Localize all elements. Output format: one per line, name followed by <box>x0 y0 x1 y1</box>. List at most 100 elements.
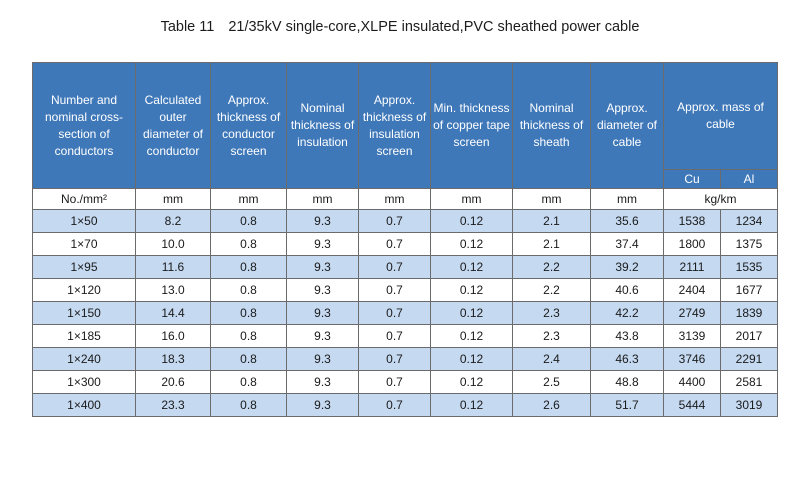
table-cell: 2.1 <box>512 209 591 233</box>
table-cell: 11.6 <box>135 255 211 279</box>
table-cell: 9.3 <box>286 209 359 233</box>
table-cell: 10.0 <box>135 232 211 256</box>
unit-cell: mm <box>512 188 591 210</box>
table-cell: 0.12 <box>430 209 513 233</box>
unit-cell: mm <box>210 188 287 210</box>
table-cell: 0.12 <box>430 324 513 348</box>
header-insulation-screen: Approx. thickness of insulation screen <box>358 62 431 189</box>
table-cell: 37.4 <box>590 232 664 256</box>
header-cross-section: Number and nominal cross-section of cond… <box>32 62 136 189</box>
header-mass-cu: Cu <box>663 169 721 189</box>
table-cell: 1×120 <box>32 278 136 302</box>
table-cell: 46.3 <box>590 347 664 371</box>
table-cell: 42.2 <box>590 301 664 325</box>
table-cell: 1×70 <box>32 232 136 256</box>
table-cell: 0.7 <box>358 232 431 256</box>
table-cell: 2581 <box>719 370 779 394</box>
table-cell: 5444 <box>663 393 721 417</box>
table-cell: 0.7 <box>358 370 431 394</box>
table-cell: 1×95 <box>32 255 136 279</box>
table-cell: 2.2 <box>512 255 591 279</box>
table-cell: 9.3 <box>286 232 359 256</box>
table-cell: 1677 <box>719 278 779 302</box>
table-cell: 0.8 <box>210 209 287 233</box>
table-number: Table 11 <box>160 19 215 35</box>
table-cell: 3139 <box>663 324 721 348</box>
table-cell: 9.3 <box>286 301 359 325</box>
header-insulation-thickness: Nominal thickness of insulation <box>286 62 359 189</box>
table-cell: 43.8 <box>590 324 664 348</box>
table-cell: 2291 <box>719 347 779 371</box>
unit-cell: mm <box>590 188 664 210</box>
table-row: 1×150 14.4 0.8 9.3 0.7 0.12 2.3 42.2 2749 1839 <box>32 301 779 325</box>
table-cell: 18.3 <box>135 347 211 371</box>
table-cell: 3746 <box>663 347 721 371</box>
table-cell: 0.7 <box>358 209 431 233</box>
table-cell: 2.5 <box>512 370 591 394</box>
table-cell: 14.4 <box>135 301 211 325</box>
table-cell: 2749 <box>663 301 721 325</box>
table-cell: 0.12 <box>430 255 513 279</box>
table-cell: 0.8 <box>210 301 287 325</box>
unit-cell: mm <box>135 188 211 210</box>
units-row: No./mm² mm mm mm mm mm mm mm kg/km <box>32 188 779 210</box>
table-title: Table 11 21/35kV single-core,XLPE insulat… <box>0 19 800 35</box>
table-cell: 39.2 <box>590 255 664 279</box>
table-cell: 9.3 <box>286 370 359 394</box>
unit-cell: mm <box>358 188 431 210</box>
table-cell: 0.7 <box>358 324 431 348</box>
table-cell: 0.7 <box>358 393 431 417</box>
table-cell: 0.8 <box>210 278 287 302</box>
table-cell: 51.7 <box>590 393 664 417</box>
table-cell: 9.3 <box>286 255 359 279</box>
table-cell: 40.6 <box>590 278 664 302</box>
table-cell: 13.0 <box>135 278 211 302</box>
header-cable-mass: Approx. mass of cable <box>662 62 779 170</box>
table-cell: 1×50 <box>32 209 136 233</box>
table-cell: 2017 <box>719 324 779 348</box>
table-cell: 0.8 <box>210 347 287 371</box>
table-cell: 2.4 <box>512 347 591 371</box>
table-cell: 2111 <box>663 255 721 279</box>
table-cell: 0.7 <box>358 278 431 302</box>
table-caption: 21/35kV single-core,XLPE insulated,PVC s… <box>228 19 640 35</box>
table-row: 1×70 10.0 0.8 9.3 0.7 0.12 2.1 37.4 1800 1375 <box>32 232 779 256</box>
table-cell: 0.8 <box>210 255 287 279</box>
table-cell: 0.8 <box>210 232 287 256</box>
header-conductor-diameter: Calculated outer diameter of conductor <box>135 62 211 189</box>
header-cable-diameter: Approx. diameter of cable <box>590 62 664 189</box>
table-cell: 0.12 <box>430 232 513 256</box>
table-cell: 0.8 <box>210 393 287 417</box>
unit-cell: mm <box>430 188 513 210</box>
table-cell: 20.6 <box>135 370 211 394</box>
table-cell: 2404 <box>663 278 721 302</box>
table-cell: 0.8 <box>210 370 287 394</box>
unit-cell: No./mm² <box>32 188 136 210</box>
table-cell: 0.12 <box>430 370 513 394</box>
table-cell: 9.3 <box>286 393 359 417</box>
table-cell: 1×150 <box>32 301 136 325</box>
table-cell: 16.0 <box>135 324 211 348</box>
table-cell: 35.6 <box>590 209 664 233</box>
header-mass-al: Al <box>719 169 779 189</box>
table-cell: 9.3 <box>286 278 359 302</box>
table-cell: 0.7 <box>358 347 431 371</box>
table-cell: 23.3 <box>135 393 211 417</box>
table-row: 1×400 23.3 0.8 9.3 0.7 0.12 2.6 51.7 5444 3019 <box>32 393 779 417</box>
table-cell: 48.8 <box>590 370 664 394</box>
table-cell: 0.12 <box>430 301 513 325</box>
table-cell: 0.8 <box>210 324 287 348</box>
table-cell: 1×400 <box>32 393 136 417</box>
table-row: 1×300 20.6 0.8 9.3 0.7 0.12 2.5 48.8 4400 2581 <box>32 370 779 394</box>
table-cell: 9.3 <box>286 347 359 371</box>
cable-spec-table: Number and nominal cross-section of cond… <box>32 62 779 417</box>
table-cell: 1535 <box>719 255 779 279</box>
table-row: 1×95 11.6 0.8 9.3 0.7 0.12 2.2 39.2 2111 1535 <box>32 255 779 279</box>
table-cell: 1×300 <box>32 370 136 394</box>
table-cell: 0.12 <box>430 347 513 371</box>
table-cell: 2.1 <box>512 232 591 256</box>
table-cell: 0.7 <box>358 255 431 279</box>
table-cell: 1538 <box>663 209 721 233</box>
table-cell: 1375 <box>719 232 779 256</box>
header-sheath-thickness: Nominal thickness of sheath <box>512 62 591 189</box>
